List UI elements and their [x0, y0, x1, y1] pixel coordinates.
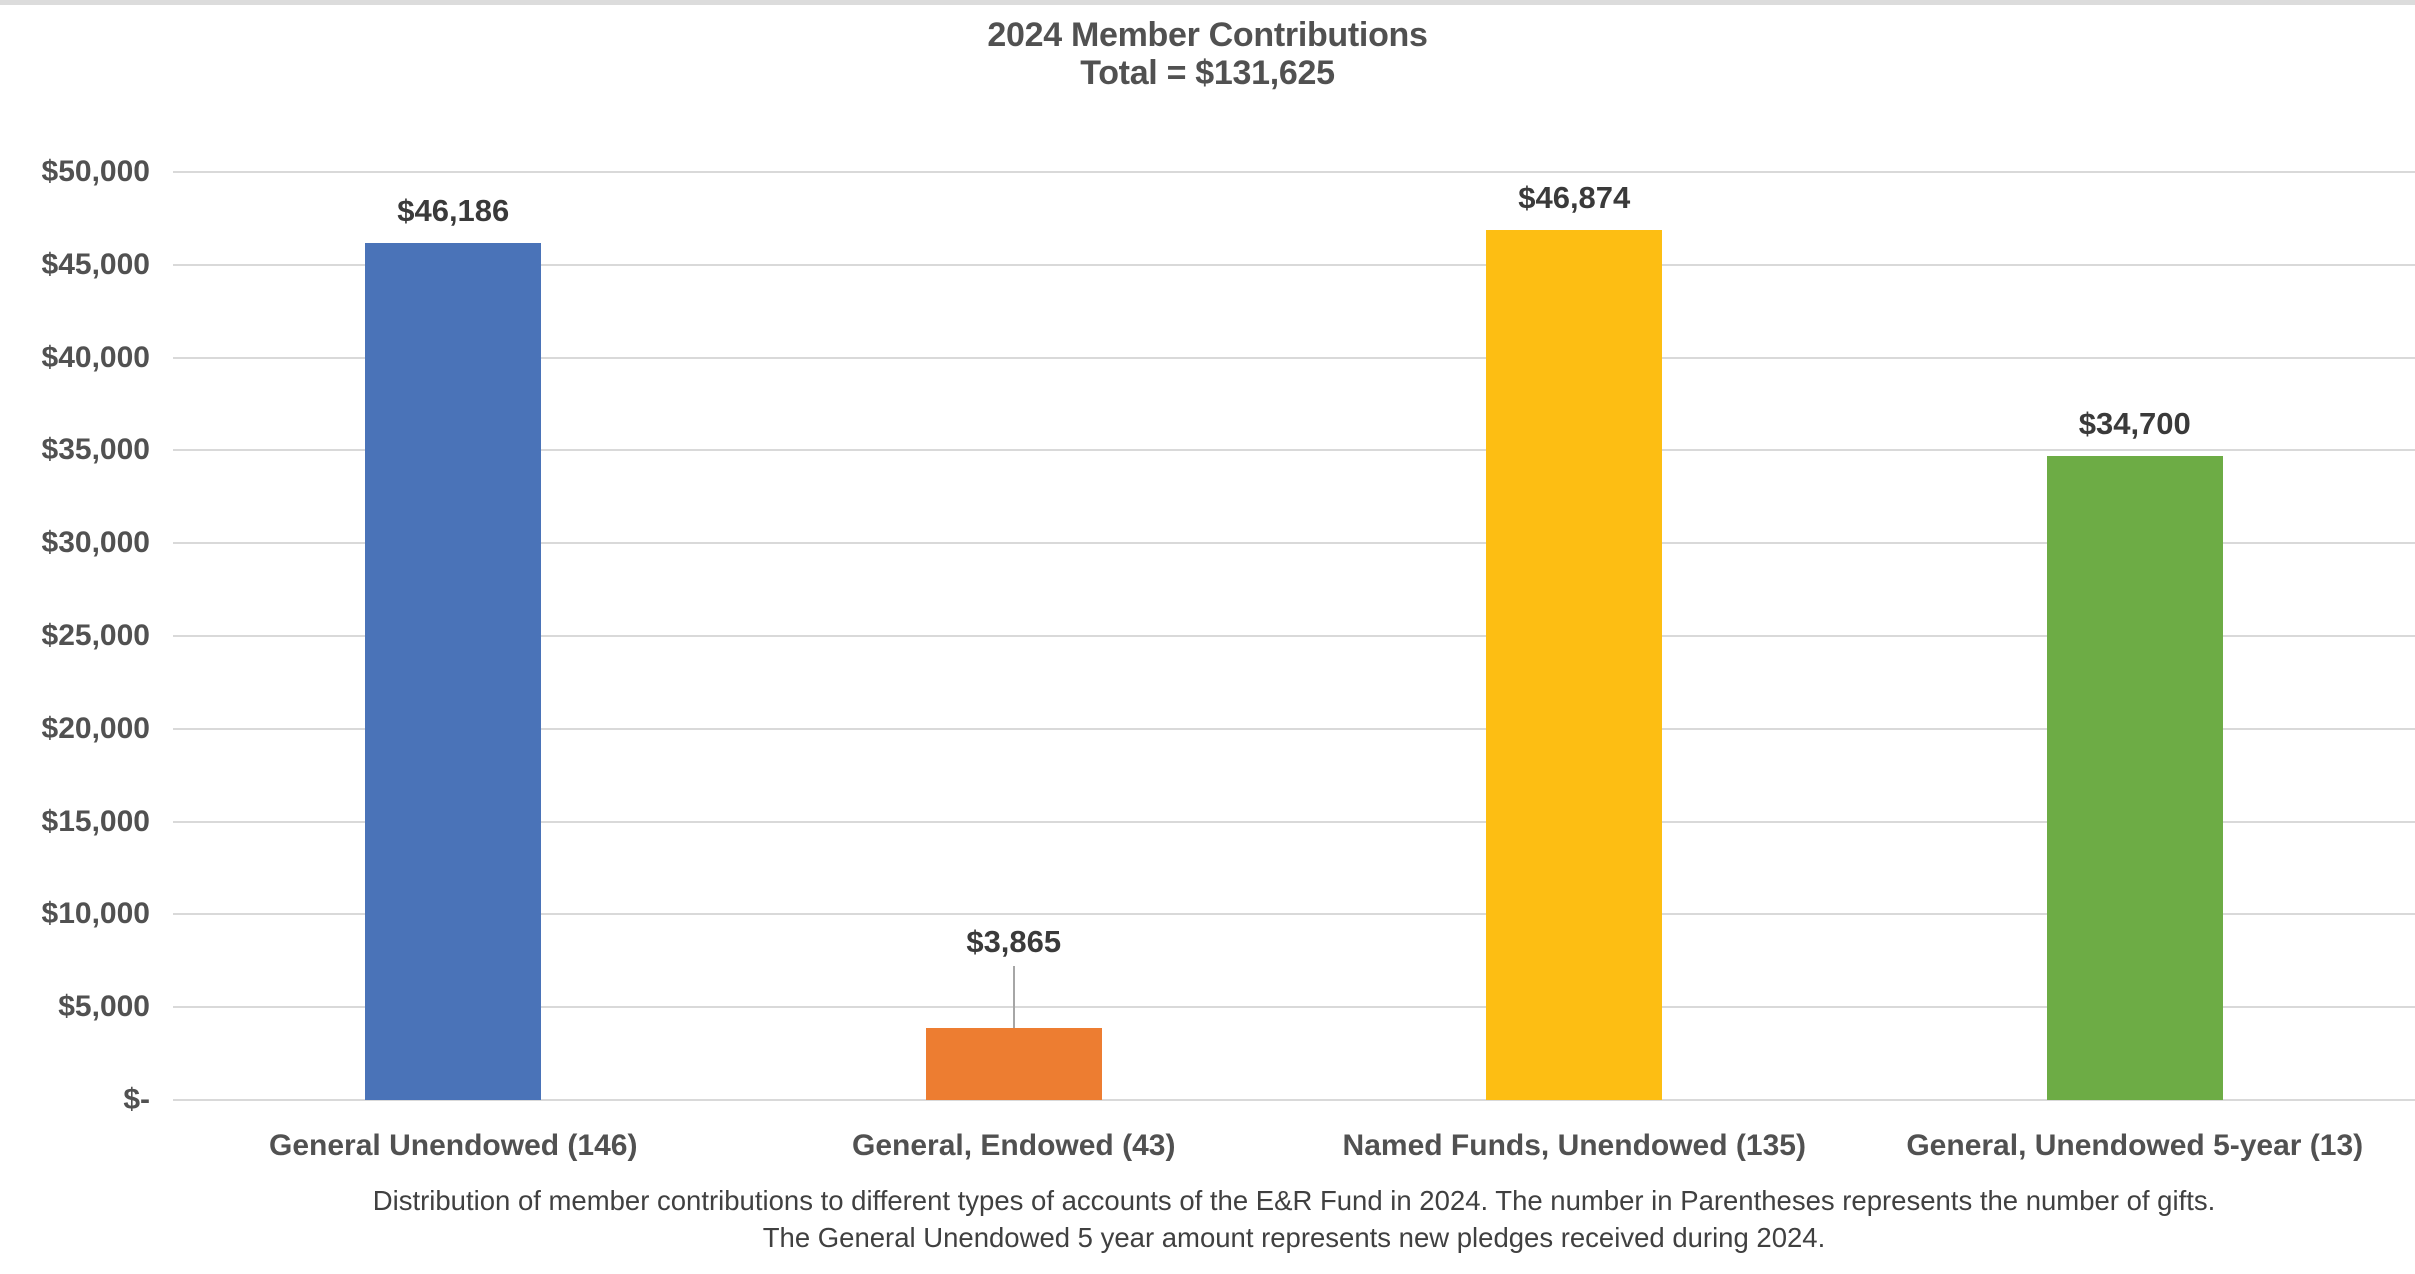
y-axis-label: $50,000 [41, 155, 150, 188]
gridline [173, 1006, 2415, 1009]
window-edge-strip [0, 0, 2415, 5]
gridline [173, 727, 2415, 730]
y-axis-label: $45,000 [41, 247, 150, 281]
bar-value-label: $3,865 [966, 924, 1062, 959]
y-axis: $- $5,000 $10,000 $15,000 $20,000 $25,000 $30,… [0, 157, 150, 1115]
chart-title-block: 2024 Member Contributions Total = $131,6… [0, 16, 2415, 92]
bar-slot: $34,700 [1855, 172, 2415, 1100]
y-axis-label: $- [123, 1083, 150, 1116]
gridline [173, 171, 2415, 173]
chart-title: 2024 Member Contributions [987, 16, 1428, 54]
y-axis-label: $10,000 [41, 897, 150, 931]
leader-line [1012, 966, 1015, 1028]
y-axis-label: $5,000 [58, 990, 150, 1024]
category-label: General, Endowed (43) [852, 1129, 1176, 1162]
x-axis-category-row: General Unendowed (146) General, Endowed … [173, 1128, 2415, 1168]
gridline [173, 449, 2415, 452]
gridline [173, 542, 2415, 545]
y-axis-label: $15,000 [41, 804, 150, 838]
bar [2046, 456, 2223, 1100]
y-axis-label: $35,000 [41, 433, 150, 467]
gridline [173, 1099, 2415, 1101]
bar-value-label: $46,874 [1518, 180, 1631, 215]
chart-subtitle: Total = $131,625 [1080, 54, 1335, 92]
caption-line-2: The General Unendowed 5 year amount repr… [762, 1222, 1826, 1253]
bar-value-label: $34,700 [2078, 406, 2191, 441]
y-axis-label: $30,000 [41, 526, 150, 560]
plot-area: $46,186 $3,865 $46,874 $34,700 [173, 171, 2415, 1101]
category-label: General, Unendowed 5-year (13) [1906, 1129, 2364, 1162]
category-label: General Unendowed (146) [269, 1129, 638, 1162]
bar-slot: $46,186 [173, 172, 734, 1100]
gridline [173, 820, 2415, 823]
y-axis-label: $40,000 [41, 340, 150, 374]
bar-slot: $3,865 [734, 172, 1295, 1100]
chart-caption: Distribution of member contributions to … [173, 1182, 2415, 1256]
category-label: Named Funds, Unendowed (135) [1342, 1129, 1806, 1162]
gridline [173, 263, 2415, 266]
gridline [173, 913, 2415, 916]
y-axis-label: $25,000 [41, 619, 150, 652]
bar [365, 243, 542, 1100]
bar-slot: $46,874 [1294, 172, 1855, 1100]
bar [1486, 230, 1663, 1100]
y-axis-label: $20,000 [41, 711, 150, 745]
caption-line-1: Distribution of member contributions to … [372, 1185, 2216, 1216]
bar [925, 1028, 1102, 1100]
gridline [173, 635, 2415, 637]
bar-value-label: $46,186 [397, 193, 510, 228]
gridline [173, 356, 2415, 359]
